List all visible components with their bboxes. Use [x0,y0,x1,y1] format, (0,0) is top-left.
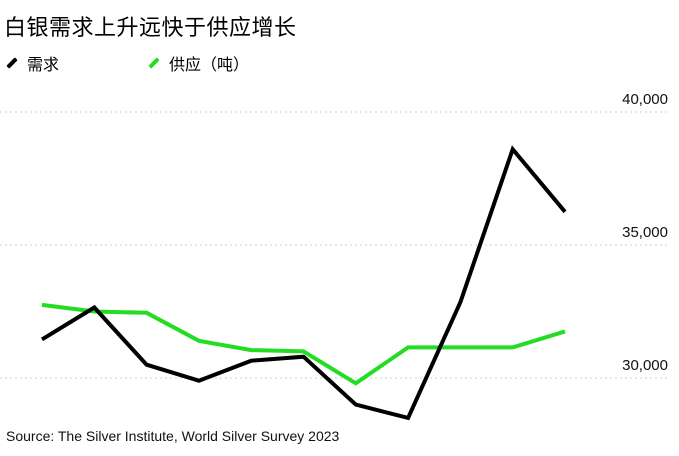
series-line-supply [41,302,566,386]
legend-label-demand: 需求 [27,55,60,74]
legend-label-supply: 供应（吨） [169,55,250,74]
source-note: Source: The Silver Institute, World Silv… [6,428,340,444]
series-line-demand [40,145,567,421]
legend-item-demand: 需求 [6,52,59,74]
y-tick-label-40000: 40,000 [622,91,668,108]
y-tick-label-30000: 30,000 [622,357,668,374]
y-tick-label-35000: 35,000 [622,224,668,241]
chart-title: 白银需求上升远快于供应增长 [4,16,297,41]
legend-item-supply: 供应（吨） [148,52,249,74]
